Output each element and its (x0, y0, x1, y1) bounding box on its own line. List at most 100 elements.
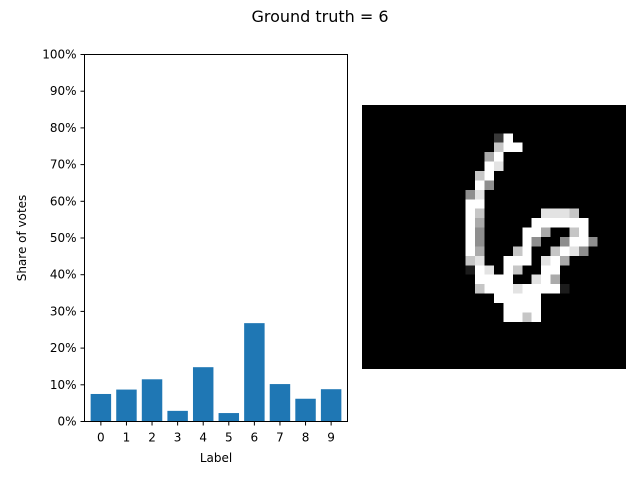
digit-pixel (484, 152, 494, 162)
digit-pixel (560, 246, 570, 256)
digit-pixel (484, 284, 494, 294)
digit-pixel (550, 208, 560, 219)
digit-pixel (475, 284, 485, 294)
digit-pixel (550, 274, 560, 285)
digit-pixel (494, 293, 504, 303)
digit-pixel (531, 218, 542, 228)
digit-pixel (494, 133, 504, 143)
digit-pixel (522, 237, 532, 247)
handwritten-digit-six (465, 133, 598, 322)
bar-chart: 0% 10% 20% 30% 40% 50% 60% 70% 80% 90% 100% 0 1 2 3 4 5… (15, 48, 348, 465)
digit-pixel (512, 303, 523, 313)
x-axis: 0 1 2 3 4 5 6 7 8 9 (97, 421, 335, 445)
y-tick-label: 0% (57, 415, 76, 429)
digit-pixel (578, 237, 589, 247)
digit-pixel (494, 161, 504, 171)
digit-pixel (494, 274, 504, 285)
x-tick-label: 5 (225, 431, 233, 445)
y-axis: 0% 10% 20% 30% 40% 50% 60% 70% 80% 90% 100% (42, 48, 85, 429)
y-tick-label: 90% (50, 84, 77, 98)
digit-pixel (522, 312, 532, 322)
digit-pixel (512, 246, 523, 256)
y-tick-label: 70% (50, 158, 77, 172)
digit-pixel (465, 208, 476, 219)
digit-pixel (531, 293, 542, 303)
x-tick-label: 2 (148, 431, 156, 445)
digit-pixel (560, 255, 570, 266)
digit-pixel (503, 133, 513, 143)
bar-0 (90, 393, 112, 422)
digit-pixel (560, 218, 570, 228)
digit-pixel (569, 246, 579, 256)
y-tick-label: 10% (50, 378, 77, 392)
digit-pixel (560, 208, 570, 219)
x-tick-label: 8 (302, 431, 310, 445)
x-tick-label: 9 (327, 431, 335, 445)
digit-pixel (541, 255, 551, 266)
digit-pixel (465, 265, 476, 275)
digit-pixel (484, 274, 494, 285)
digit-pixel (475, 246, 485, 256)
digit-pixel (560, 284, 570, 294)
digit-pixel (541, 208, 551, 219)
digit-pixel (578, 227, 589, 237)
digit-pixel (522, 293, 532, 303)
y-tick-label: 20% (50, 341, 77, 355)
digit-pixel (503, 284, 513, 294)
digit-pixel (465, 199, 476, 209)
digit-pixel (484, 171, 494, 181)
figure-title: Ground truth = 6 (251, 7, 389, 26)
digit-pixel (484, 180, 494, 190)
digit-pixel (550, 255, 560, 266)
digit-pixel (484, 265, 494, 275)
digit-pixel (569, 237, 579, 247)
digit-pixel (475, 199, 485, 209)
x-axis-label: Label (200, 451, 232, 465)
digit-pixel (512, 255, 523, 266)
digit-pixel (531, 274, 542, 285)
x-tick-label: 4 (199, 431, 207, 445)
bar-9 (320, 389, 342, 422)
digit-pixel (503, 274, 513, 285)
x-tick-label: 0 (97, 431, 105, 445)
digit-pixel (465, 255, 476, 266)
digit-pixel (531, 227, 542, 237)
digit-pixel (569, 218, 579, 228)
digit-pixel (484, 161, 494, 171)
x-tick-label: 1 (123, 431, 131, 445)
digit-pixel (531, 284, 542, 294)
digit-pixel (465, 227, 476, 237)
bar-6 (244, 323, 265, 422)
digit-pixel (503, 312, 513, 322)
digit-pixel (503, 255, 513, 266)
digit-pixel (550, 218, 560, 228)
digit-pixel (475, 189, 485, 200)
y-tick-label: 60% (50, 194, 77, 208)
digit-pixel (541, 284, 551, 294)
digit-pixel (578, 246, 589, 256)
bar-8 (295, 398, 316, 422)
digit-pixel (512, 142, 523, 153)
digit-pixel (588, 237, 598, 247)
digit-pixel (541, 265, 551, 275)
digit-pixel (512, 284, 523, 294)
bar-7 (269, 384, 291, 422)
bar-1 (116, 389, 137, 422)
digit-pixel (503, 142, 513, 153)
digit-pixel (522, 246, 532, 256)
digit-pixel (512, 265, 523, 275)
digit-pixel (531, 312, 542, 322)
x-tick-label: 3 (174, 431, 182, 445)
digit-pixel (541, 218, 551, 228)
digit-pixel (475, 274, 485, 285)
bar-2 (141, 379, 163, 422)
y-tick-label: 50% (50, 231, 77, 245)
digit-pixel (494, 152, 504, 162)
bars-group (90, 323, 342, 422)
digit-pixel (465, 189, 476, 200)
digit-pixel (475, 265, 485, 275)
digit-pixel (475, 218, 485, 228)
digit-pixel (550, 265, 560, 275)
digit-image (362, 105, 626, 369)
digit-pixel (475, 180, 485, 190)
